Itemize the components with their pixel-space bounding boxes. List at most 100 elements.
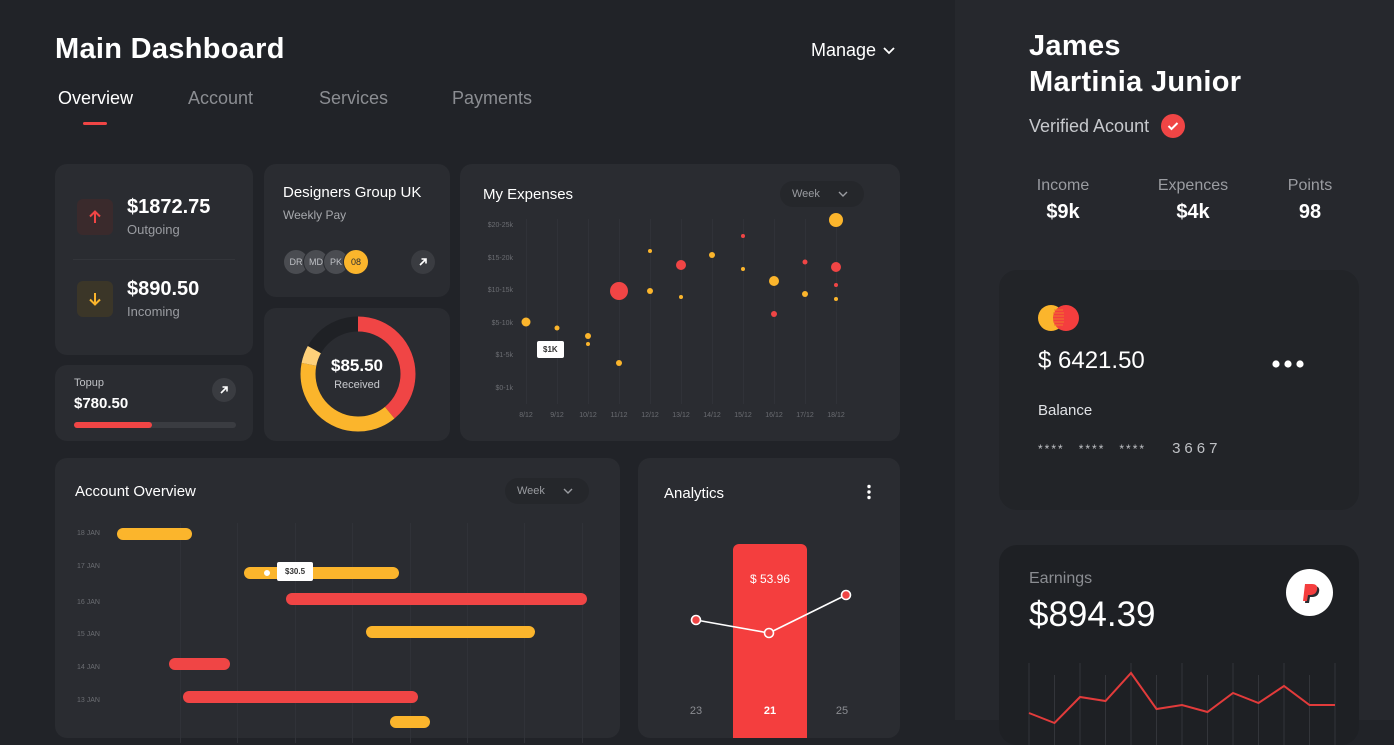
earnings-label: Earnings: [1029, 570, 1093, 587]
account-period-dropdown[interactable]: Week: [505, 478, 589, 504]
gantt-bar[interactable]: [182, 691, 418, 703]
x-axis-label: 14/12: [703, 412, 721, 419]
expenses-period-dropdown[interactable]: Week: [780, 181, 864, 207]
topup-progress-fill: [74, 422, 152, 428]
data-point[interactable]: [610, 282, 628, 300]
topup-card: Topup $780.50: [55, 365, 253, 441]
grid-line: [352, 523, 353, 743]
y-axis-label: $15-20k: [487, 254, 513, 262]
tab-label: Payments: [452, 88, 533, 108]
account-overview-card: Account Overview Week 18 JAN 17 JAN 16 JAN…: [55, 458, 620, 743]
received-donut-chart: [300, 316, 416, 432]
data-point[interactable]: [616, 360, 622, 366]
tab-account[interactable]: Account: [188, 88, 319, 109]
gantt-bar[interactable]: [366, 626, 536, 638]
analytics-day-label-active: 21: [763, 705, 777, 717]
data-point[interactable]: [521, 317, 531, 326]
data-point[interactable]: [834, 283, 838, 287]
profile-name: James Martinia Junior: [1029, 28, 1241, 100]
arrow-up-right-icon: [419, 258, 427, 266]
grid-line: [805, 219, 806, 404]
metric-label: Expences: [1157, 177, 1229, 194]
grid-line: [237, 523, 238, 743]
gantt-row-label: 14 JAN: [77, 664, 100, 671]
gantt-bar[interactable]: [390, 716, 430, 728]
data-point[interactable]: [802, 259, 808, 264]
data-point[interactable]: [802, 291, 808, 297]
outgoing-value: $1872.75: [127, 196, 211, 218]
avatar-stack: DR MD PK 08: [283, 249, 369, 275]
tab-services[interactable]: Services: [319, 88, 452, 109]
data-point[interactable]: [741, 266, 745, 271]
data-point[interactable]: [676, 259, 686, 270]
data-point[interactable]: [771, 310, 777, 317]
grid-line: [681, 219, 682, 404]
grid-line: [712, 219, 713, 404]
gantt-bar[interactable]: [286, 593, 587, 605]
grid-line: [650, 219, 651, 404]
grid-line: [180, 523, 181, 743]
grid-line: [619, 219, 620, 404]
group-subtitle: Weekly Pay: [283, 208, 347, 222]
gantt-row-label: 18 JAN: [77, 530, 100, 537]
more-horizontal-icon[interactable]: [1271, 356, 1305, 374]
y-axis-label: $10-15k: [487, 287, 513, 294]
tab-payments[interactable]: Payments: [452, 88, 532, 109]
avatar-count-badge[interactable]: 08: [343, 249, 369, 275]
y-axis-label: $1-5k: [495, 352, 513, 359]
data-point[interactable]: [709, 251, 715, 258]
data-point[interactable]: [648, 248, 652, 253]
manage-dropdown[interactable]: Manage: [811, 40, 896, 61]
data-point[interactable]: [834, 297, 838, 301]
data-point[interactable]: [586, 342, 590, 346]
grid-line: [557, 219, 558, 404]
x-axis-label: 17/12: [796, 412, 814, 419]
arrow-up-right-icon: [220, 386, 228, 394]
masked-group: ****: [1038, 442, 1065, 456]
grid-line: [836, 219, 837, 404]
x-axis-label: 10/12: [579, 412, 597, 419]
data-point[interactable]: [554, 325, 560, 330]
data-point[interactable]: [679, 295, 683, 299]
data-point[interactable]: [769, 276, 779, 286]
grid-line: [588, 219, 589, 404]
data-point[interactable]: [647, 288, 653, 294]
data-point[interactable]: [741, 234, 745, 238]
incoming-value: $890.50: [127, 278, 200, 300]
tab-overview[interactable]: Overview: [58, 88, 188, 125]
paypal-icon[interactable]: [1286, 569, 1333, 616]
metric-label: Points: [1287, 177, 1333, 194]
topup-label: Topup: [74, 377, 104, 389]
x-axis-label: 15/12: [734, 412, 752, 419]
analytics-highlight-bar[interactable]: [733, 544, 807, 738]
first-name: James: [1029, 30, 1121, 62]
outgoing-label: Outgoing: [127, 222, 180, 237]
credit-card[interactable]: $ 6421.50 Balance **** **** **** 3667: [999, 270, 1359, 510]
group-open-button[interactable]: [411, 250, 435, 274]
tab-label: Services: [319, 88, 389, 108]
metric-income: Income $9k: [1030, 177, 1096, 224]
gantt-row-label: 15 JAN: [77, 631, 100, 638]
metric-points: Points 98: [1283, 177, 1337, 224]
topup-open-button[interactable]: [212, 378, 236, 402]
main-panel: Main Dashboard Manage Overview Account S…: [55, 33, 900, 743]
more-vertical-icon[interactable]: [866, 484, 872, 505]
grid-line: [295, 523, 296, 743]
outgoing-stat: $1872.75 Outgoing: [77, 196, 210, 237]
x-axis-label: 18/12: [827, 412, 845, 419]
divider: [73, 259, 235, 260]
chevron-down-icon: [563, 488, 573, 494]
metric-label: Income: [1036, 177, 1090, 194]
data-point[interactable]: [829, 213, 843, 227]
data-point[interactable]: [831, 261, 841, 272]
earnings-value: $894.39: [1029, 595, 1156, 634]
expenses-card: My Expenses Week $20-25k $15-20k $10-15k $5…: [460, 164, 900, 441]
data-point[interactable]: [585, 332, 591, 339]
manage-label: Manage: [811, 40, 877, 60]
x-axis-label: 8/12: [519, 412, 533, 419]
balance-label: Balance: [1038, 402, 1093, 419]
gantt-tooltip: $30.5: [277, 562, 314, 581]
gantt-bar[interactable]: [168, 658, 230, 670]
analytics-day-label: 23: [689, 705, 703, 717]
gantt-bar[interactable]: [117, 528, 193, 540]
